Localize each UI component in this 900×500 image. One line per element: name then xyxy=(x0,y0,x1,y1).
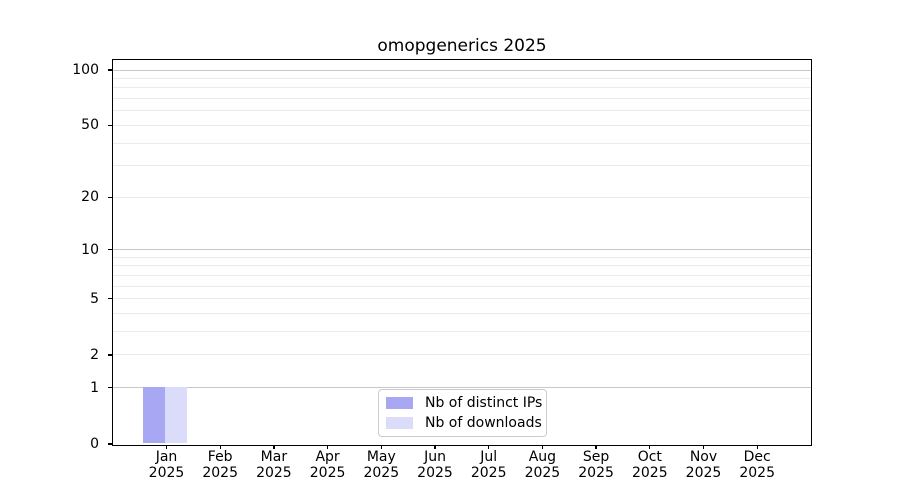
y-gridline-minor-5 xyxy=(113,298,811,300)
y-tick-0 xyxy=(108,443,113,445)
x-tick-label-apr: Apr 2025 xyxy=(300,449,356,481)
x-tick-label-aug: Aug 2025 xyxy=(514,449,570,481)
x-tick-month-feb: Feb xyxy=(207,449,233,465)
x-tick-mar xyxy=(273,445,275,450)
x-tick-year-jun: 2025 xyxy=(417,464,453,481)
y-gridline-minor-6 xyxy=(113,285,811,287)
x-tick-label-oct: Oct 2025 xyxy=(622,449,678,481)
x-tick-label-may: May 2025 xyxy=(353,449,409,481)
x-tick-jan xyxy=(165,445,168,450)
plot-area xyxy=(112,59,812,446)
y-tick-label-1: 1 xyxy=(90,379,99,396)
x-tick-year-feb: 2025 xyxy=(202,464,238,481)
y-gridline-minor-9 xyxy=(113,256,811,258)
x-tick-dec xyxy=(756,445,758,450)
x-tick-month-jul: Jul xyxy=(480,449,498,465)
x-tick-month-apr: Apr xyxy=(315,449,340,465)
x-tick-label-nov: Nov 2025 xyxy=(676,449,732,481)
y-gridline-minor-70 xyxy=(113,98,811,100)
x-tick-year-jul: 2025 xyxy=(470,464,507,481)
x-tick-year-sep: 2025 xyxy=(578,464,614,481)
x-tick-month-oct: Oct xyxy=(637,449,662,465)
y-gridline-minor-30 xyxy=(113,165,811,167)
y-tick-20 xyxy=(108,196,113,198)
y-tick-100 xyxy=(108,69,113,71)
x-tick-year-oct: 2025 xyxy=(631,464,668,481)
y-gridline-minor-3 xyxy=(113,331,811,333)
x-tick-year-nov: 2025 xyxy=(685,464,722,481)
y-tick-label-50: 50 xyxy=(81,117,99,134)
y-tick-1 xyxy=(108,387,113,389)
x-tick-label-dec: Dec 2025 xyxy=(729,449,785,481)
x-tick-month-may: May xyxy=(366,449,396,465)
x-tick-month-aug: Aug xyxy=(528,449,557,465)
y-tick-label-20: 20 xyxy=(81,189,99,206)
x-tick-aug xyxy=(541,445,544,450)
x-tick-jun xyxy=(434,445,436,450)
legend-item-downloads: Nb of downloads xyxy=(386,414,546,431)
y-gridline-major-100 xyxy=(113,69,811,71)
y-tick-2 xyxy=(108,354,113,356)
y-tick-label-0: 0 xyxy=(90,436,99,452)
legend: Nb of distinct IPs Nb of downloads xyxy=(378,389,547,437)
x-tick-label-feb: Feb 2025 xyxy=(192,449,248,481)
y-gridline-minor-20 xyxy=(113,196,811,198)
x-tick-year-apr: 2025 xyxy=(309,464,346,481)
x-tick-year-may: 2025 xyxy=(363,464,400,481)
legend-swatch-distinct-ips xyxy=(386,396,413,410)
bar-nb-of-distinct-ips-jan xyxy=(143,387,166,444)
y-gridline-minor-90 xyxy=(113,77,811,79)
x-tick-apr xyxy=(326,445,329,450)
x-tick-month-jun: Jun xyxy=(424,449,446,465)
x-tick-label-jun: Jun 2025 xyxy=(407,449,463,481)
x-tick-year-mar: 2025 xyxy=(256,464,292,481)
x-tick-month-sep: Sep xyxy=(582,449,610,465)
y-gridline-minor-60 xyxy=(113,110,811,112)
x-tick-year-dec: 2025 xyxy=(739,464,775,481)
x-tick-year-aug: 2025 xyxy=(524,464,561,481)
x-tick-label-mar: Mar 2025 xyxy=(246,449,302,481)
chart-title: omopgenerics 2025 xyxy=(377,36,547,56)
bar-nb-of-downloads-jan xyxy=(165,387,188,444)
y-gridline-major-1 xyxy=(113,387,811,389)
y-tick-label-2: 2 xyxy=(90,346,99,363)
x-tick-sep xyxy=(595,445,597,450)
x-tick-label-jan: Jan 2025 xyxy=(139,449,195,481)
x-tick-may xyxy=(380,445,382,450)
legend-label-downloads: Nb of downloads xyxy=(425,414,542,431)
y-gridline-minor-40 xyxy=(113,142,811,144)
y-gridline-minor-80 xyxy=(113,87,811,89)
x-tick-month-mar: Mar xyxy=(260,449,288,465)
x-tick-month-dec: Dec xyxy=(743,449,771,465)
y-tick-50 xyxy=(108,124,113,127)
x-tick-label-jul: Jul 2025 xyxy=(461,449,517,481)
x-tick-jul xyxy=(488,445,490,450)
legend-label-distinct-ips: Nb of distinct IPs xyxy=(425,394,543,411)
legend-swatch-downloads xyxy=(386,416,413,430)
x-tick-feb xyxy=(219,445,221,450)
y-tick-10 xyxy=(108,249,113,251)
x-tick-label-sep: Sep 2025 xyxy=(568,449,624,481)
y-gridline-minor-4 xyxy=(113,313,811,315)
x-tick-year-jan: 2025 xyxy=(148,464,185,481)
y-tick-5 xyxy=(108,298,113,300)
y-tick-label-5: 5 xyxy=(90,290,99,307)
y-tick-label-100: 100 xyxy=(72,62,99,78)
y-tick-label-10: 10 xyxy=(81,241,99,258)
x-tick-oct xyxy=(649,445,651,450)
x-tick-month-jan: Jan xyxy=(155,449,178,465)
x-tick-nov xyxy=(702,445,705,450)
legend-item-distinct-ips: Nb of distinct IPs xyxy=(386,394,546,411)
y-gridline-major-10 xyxy=(113,249,811,251)
y-gridline-minor-50 xyxy=(113,124,811,126)
y-gridline-minor-2 xyxy=(113,354,811,356)
y-gridline-minor-7 xyxy=(113,274,811,276)
y-gridline-minor-8 xyxy=(113,265,811,267)
x-tick-month-nov: Nov xyxy=(689,449,718,465)
